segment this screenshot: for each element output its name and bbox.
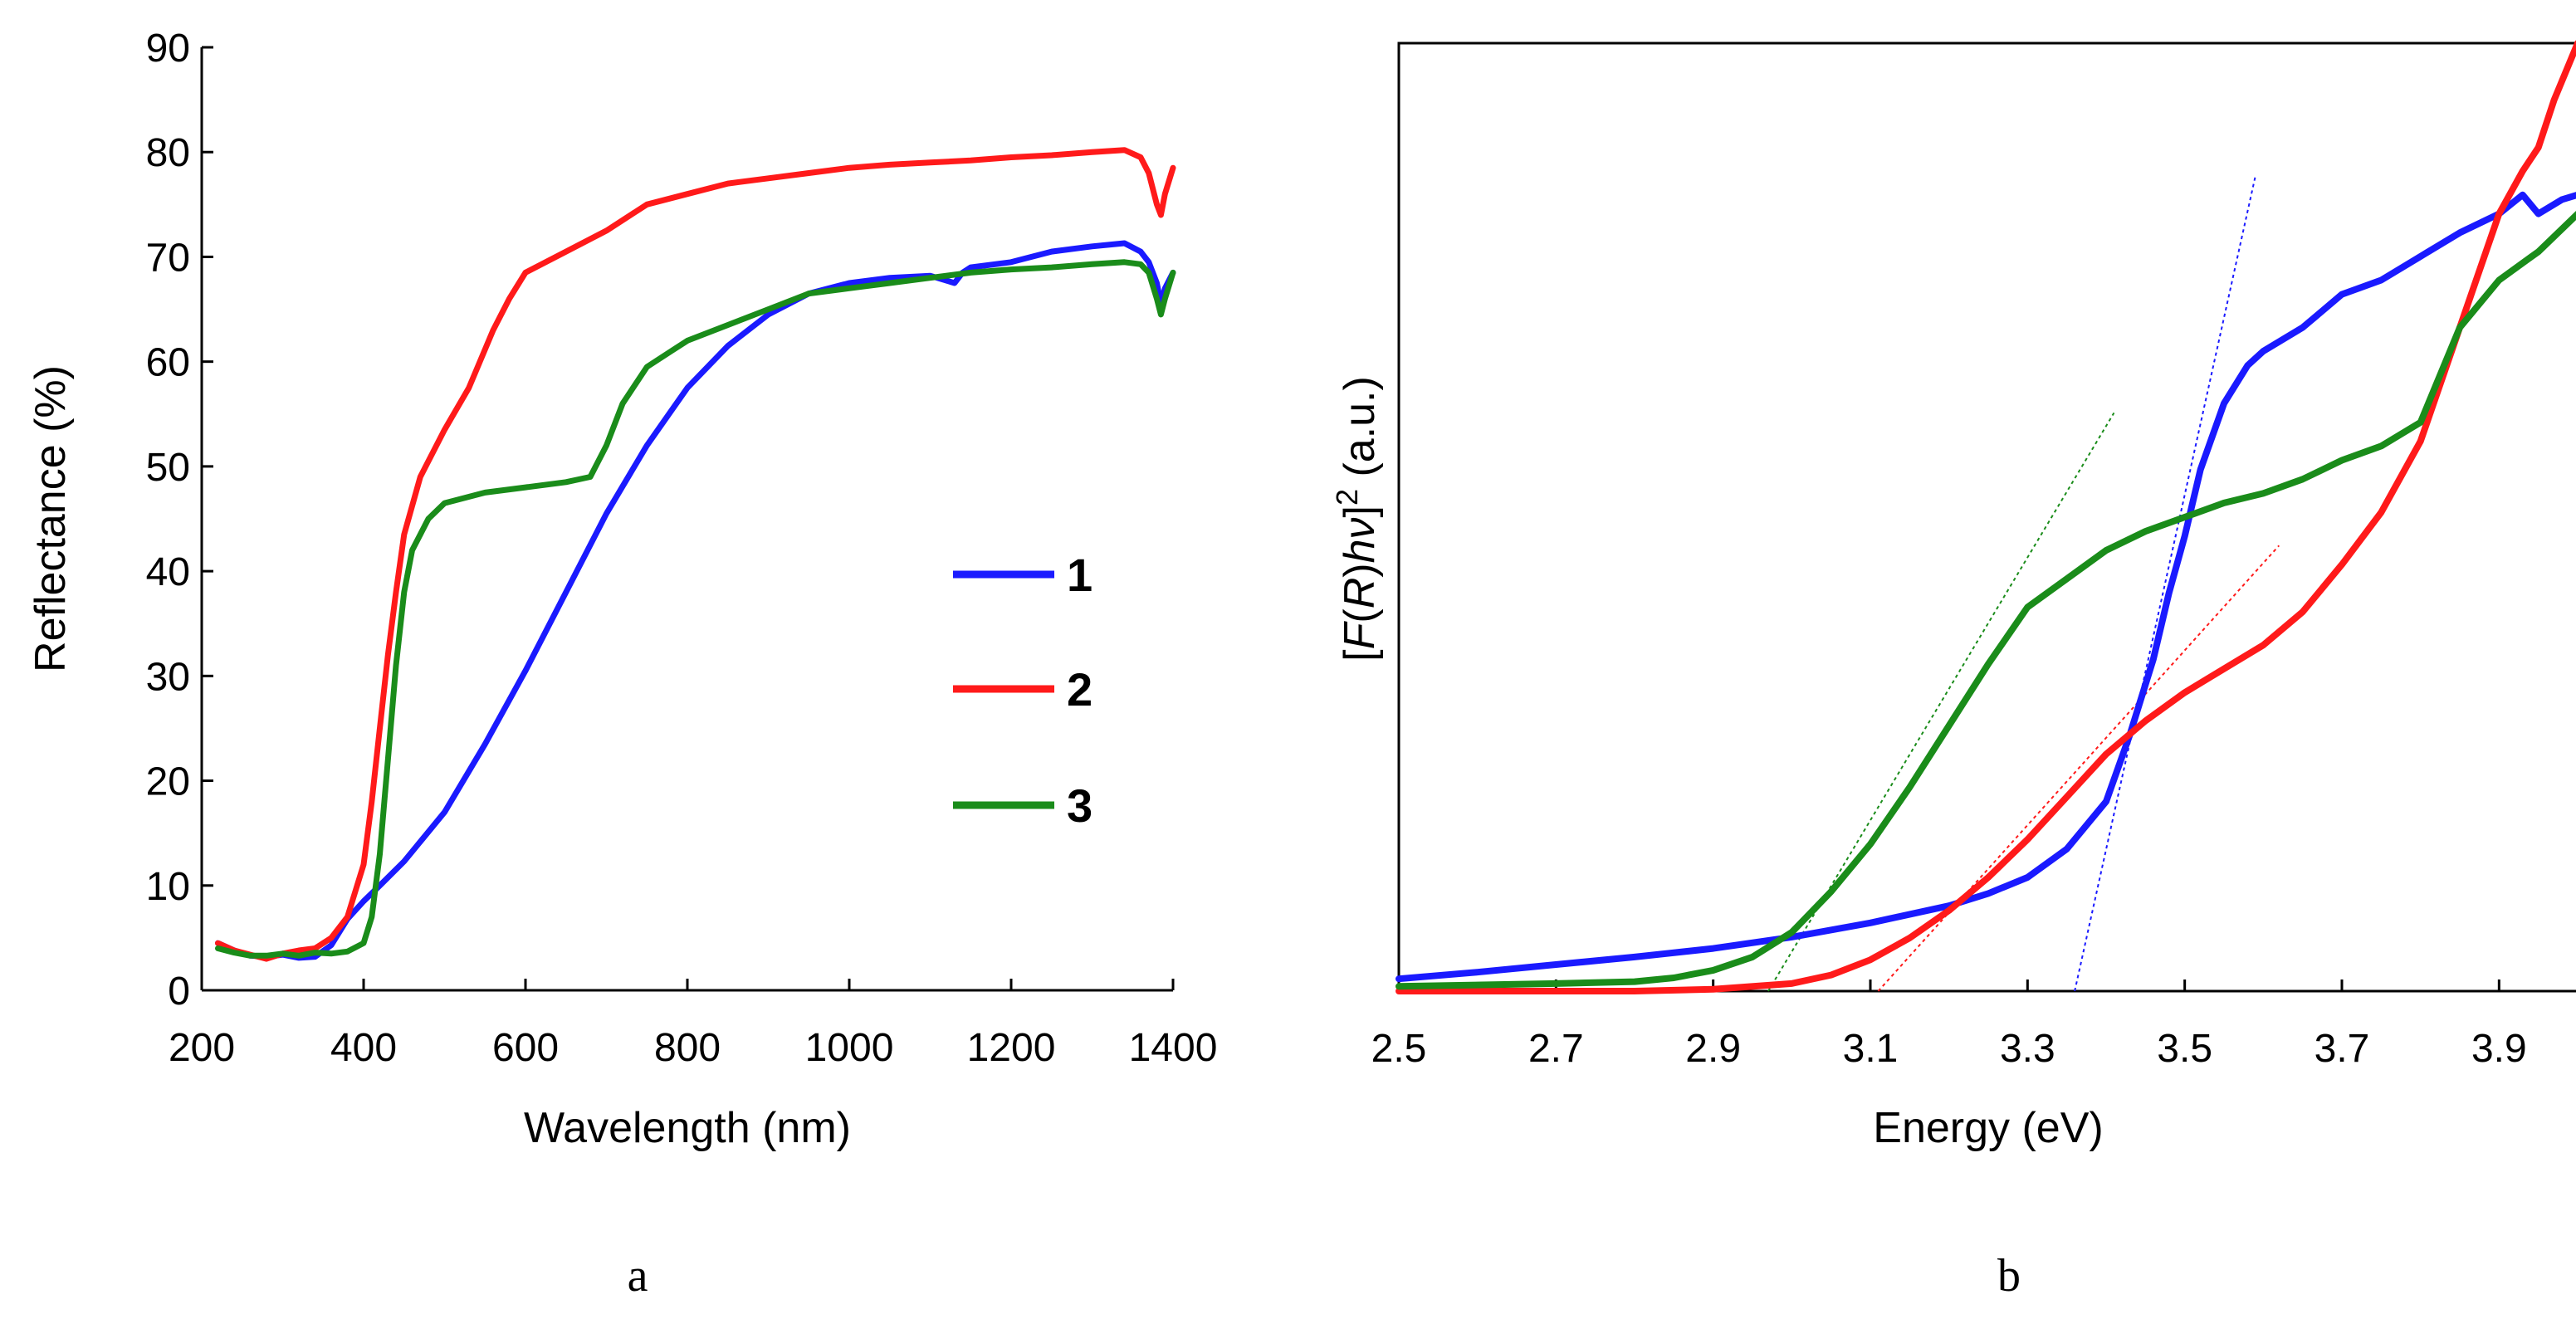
panel-b-x-tick-label: 3.7 [2314,1027,2370,1071]
panel-a-y-tick-label: 60 [146,341,190,385]
panel-a-series-2 [215,147,1176,962]
panel-a-x-axis-title: Wavelength (nm) [524,1104,851,1152]
panel-a-y-axis-title: Reflectance (%) [27,365,75,672]
panel-a-series-1 [215,240,1176,961]
panel-a-y-tick-label: 70 [146,236,190,280]
panel-a-y-tick-label: 20 [146,760,190,804]
legend-label-1: 1 [1067,549,1092,601]
panel-a-axes [200,47,1173,992]
legend-label-3: 3 [1067,779,1092,832]
chart-panel-a: 0 10 20 30 40 50 60 70 80 90 200 400 600 800 1000 1200… [27,27,1217,1302]
panel-a-y-tick-label: 30 [146,655,190,699]
panel-a-y-tick-label: 50 [146,446,190,490]
panel-b-y-axis-title: [F(R)hν]2 (a.u.) [1330,376,1384,662]
panel-a-legend: 1 2 3 [953,549,1092,832]
panel-b-x-tick-label: 3.5 [2157,1027,2212,1071]
panel-a-x-tick-label: 1000 [805,1026,894,1070]
panel-a-y-tick-label: 90 [146,27,190,71]
panel-b-series-2 [1396,40,2576,994]
panel-a-x-tick-label: 600 [492,1026,559,1070]
panel-b-series-3 [1396,211,2576,990]
panel-b-x-tick-label: 3.9 [2471,1027,2527,1071]
panel-b-x-tick-label: 2.5 [1371,1027,1427,1071]
panel-a-label: a [628,1250,648,1302]
legend-label-2: 2 [1067,663,1092,716]
panel-b-x-axis-title: Energy (eV) [1873,1104,2103,1152]
panel-a-y-tick-label: 80 [146,131,190,175]
panel-a-x-tick-label: 400 [330,1026,397,1070]
panel-b-label: b [1997,1250,2021,1302]
panel-b-x-tick-label: 3.1 [1843,1027,1899,1071]
panel-a-y-tick-label: 10 [146,865,190,909]
panel-b-series-1 [1396,191,2576,983]
panel-a-x-tick-label: 200 [169,1026,235,1070]
panel-b-fit-line-2 [1877,545,2280,992]
panel-a-x-tick-label: 1200 [967,1026,1056,1070]
panel-b-x-tick-label: 2.7 [1528,1027,1584,1071]
panel-b-fit-line-1 [2074,175,2256,992]
panel-a-y-tick-label: 40 [146,550,190,594]
panel-a-series-3 [215,259,1176,959]
chart-panel-b: 2.5 2.7 2.9 3.1 3.3 3.5 3.7 3.9 Energy (eV) [F(… [1330,40,2576,1302]
panel-a-x-tick-label: 800 [654,1026,721,1070]
panel-b-x-tick-label: 2.9 [1685,1027,1741,1071]
panel-b-plot-frame [1397,42,2576,993]
panel-a-x-tick-label: 1400 [1129,1026,1218,1070]
panel-b-x-tick-label: 3.3 [2000,1027,2055,1071]
panel-a-y-tick-label: 0 [168,970,190,1014]
